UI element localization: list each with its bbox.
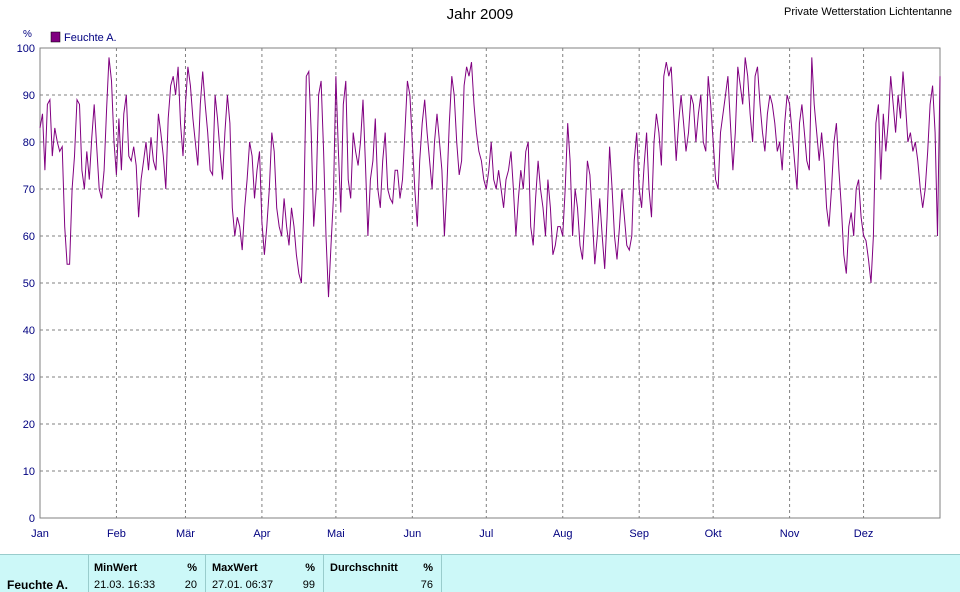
y-tick-label: 20 — [23, 419, 35, 431]
y-tick-label: 50 — [23, 278, 35, 290]
min-header: MinWert — [94, 562, 138, 574]
y-tick-label: 90 — [23, 90, 35, 102]
y-tick-label: 70 — [23, 184, 35, 196]
x-tick-label: Jun — [403, 528, 421, 540]
max-header: MaxWert — [212, 562, 258, 574]
grid — [40, 48, 940, 518]
x-tick-label: Okt — [705, 528, 722, 540]
y-tick-label: 80 — [23, 137, 35, 149]
avg-value: 76 — [420, 579, 433, 591]
avg-header: Durchschnitt — [330, 562, 398, 574]
x-tick-label: Mär — [176, 528, 195, 540]
min-time: 21.03. 16:33 — [94, 579, 156, 591]
max-time: 27.01. 06:37 — [212, 579, 274, 591]
x-tick-label: Dez — [854, 528, 874, 540]
legend-swatch — [50, 31, 61, 43]
summary-table: Feuchte A. MinWert % 21.03. 16:33 20 Max… — [0, 554, 960, 592]
chart-title: Jahr 2009 — [446, 6, 514, 23]
x-axis: Jan Feb Mär Apr Mai Jun Jul Aug Sep Okt Nov Dez — [31, 528, 873, 540]
x-tick-label: Aug — [553, 528, 573, 540]
x-tick-label: Sep — [629, 528, 649, 540]
x-tick-label: Apr — [253, 528, 270, 540]
series-line — [39, 57, 941, 298]
min-value: 20 — [184, 579, 197, 591]
max-unit: % — [305, 562, 315, 574]
y-tick-label: 10 — [23, 466, 35, 478]
y-tick-label: 100 — [17, 43, 35, 55]
x-tick-label: Feb — [107, 528, 126, 540]
summary-min-cell: MinWert % 21.03. 16:33 20 — [89, 555, 206, 592]
y-axis-unit: % — [23, 29, 32, 40]
x-tick-label: Nov — [780, 528, 800, 540]
station-name: Private Wetterstation Lichtentanne — [784, 6, 952, 18]
summary-max-cell: MaxWert % 27.01. 06:37 99 — [206, 555, 324, 592]
humidity-chart: 0 10 20 30 40 50 60 70 80 90 100 Jan Feb Mär Apr Mai Ju… — [17, 29, 941, 540]
max-value: 99 — [302, 579, 315, 591]
x-tick-label: Jul — [479, 528, 493, 540]
y-tick-label: 0 — [29, 513, 35, 525]
summary-avg-cell: Durchschnitt % 76 — [324, 555, 442, 592]
legend-label: Feuchte A. — [64, 32, 117, 44]
summary-series-label: Feuchte A. — [7, 578, 68, 592]
y-tick-label: 40 — [23, 325, 35, 337]
summary-series-cell: Feuchte A. — [0, 555, 89, 592]
avg-unit: % — [423, 562, 433, 574]
x-tick-label: Jan — [31, 528, 49, 540]
x-tick-label: Mai — [327, 528, 345, 540]
y-axis: 0 10 20 30 40 50 60 70 80 90 100 — [17, 43, 35, 525]
y-tick-label: 30 — [23, 372, 35, 384]
legend: Feuchte A. — [50, 31, 117, 44]
series-lines — [39, 57, 941, 298]
y-tick-label: 60 — [23, 231, 35, 243]
min-unit: % — [187, 562, 197, 574]
